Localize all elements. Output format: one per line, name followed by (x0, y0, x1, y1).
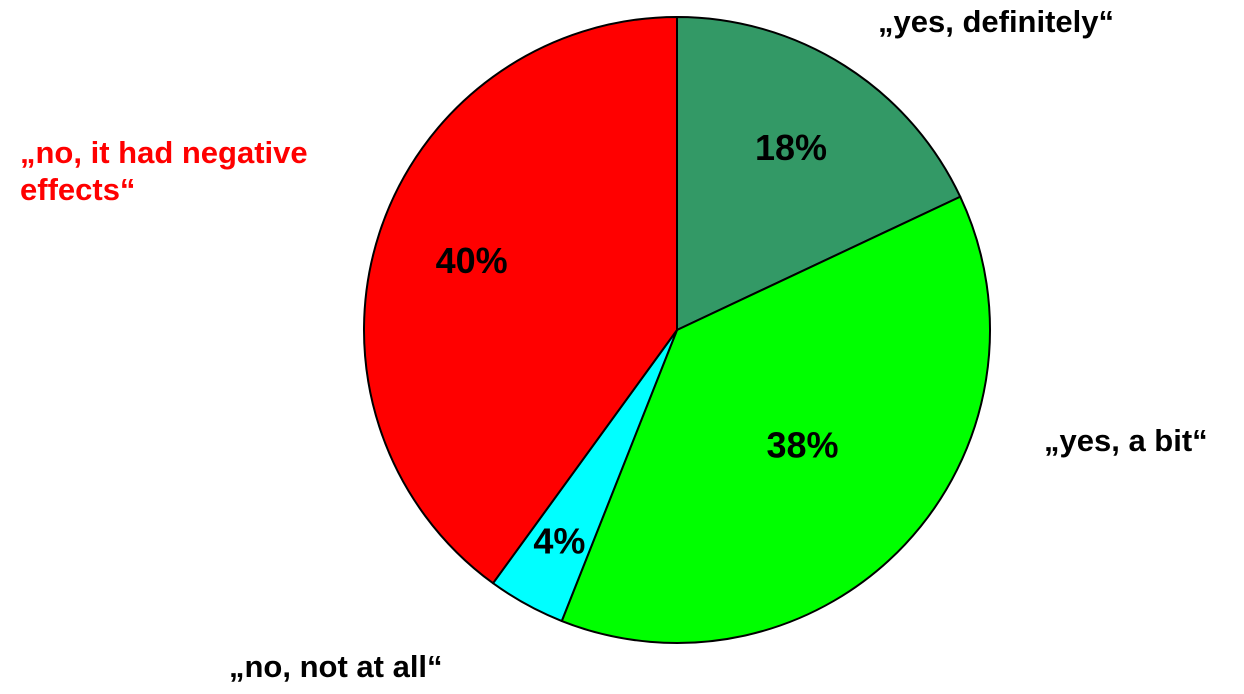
percent-label-3: 40% (436, 240, 508, 281)
slice-label-no-negative-effects-line-2: effects“ (20, 172, 135, 207)
slice-label-yes-definitely: „yes, definitely“ (878, 4, 1114, 39)
percent-label-2: 4% (533, 520, 585, 561)
slice-label-no-negative-effects-line-1: „no, it had negative (20, 135, 308, 170)
slice-label-no-not-at-all: „no, not at all“ (229, 649, 443, 684)
pie-slices (364, 17, 990, 643)
percent-label-0: 18% (755, 127, 827, 168)
slice-label-yes-a-bit: „yes, a bit“ (1044, 423, 1208, 458)
percent-label-1: 38% (766, 424, 838, 465)
slice-label-no-negative-effects: „no, it had negative effects“ (20, 135, 316, 207)
